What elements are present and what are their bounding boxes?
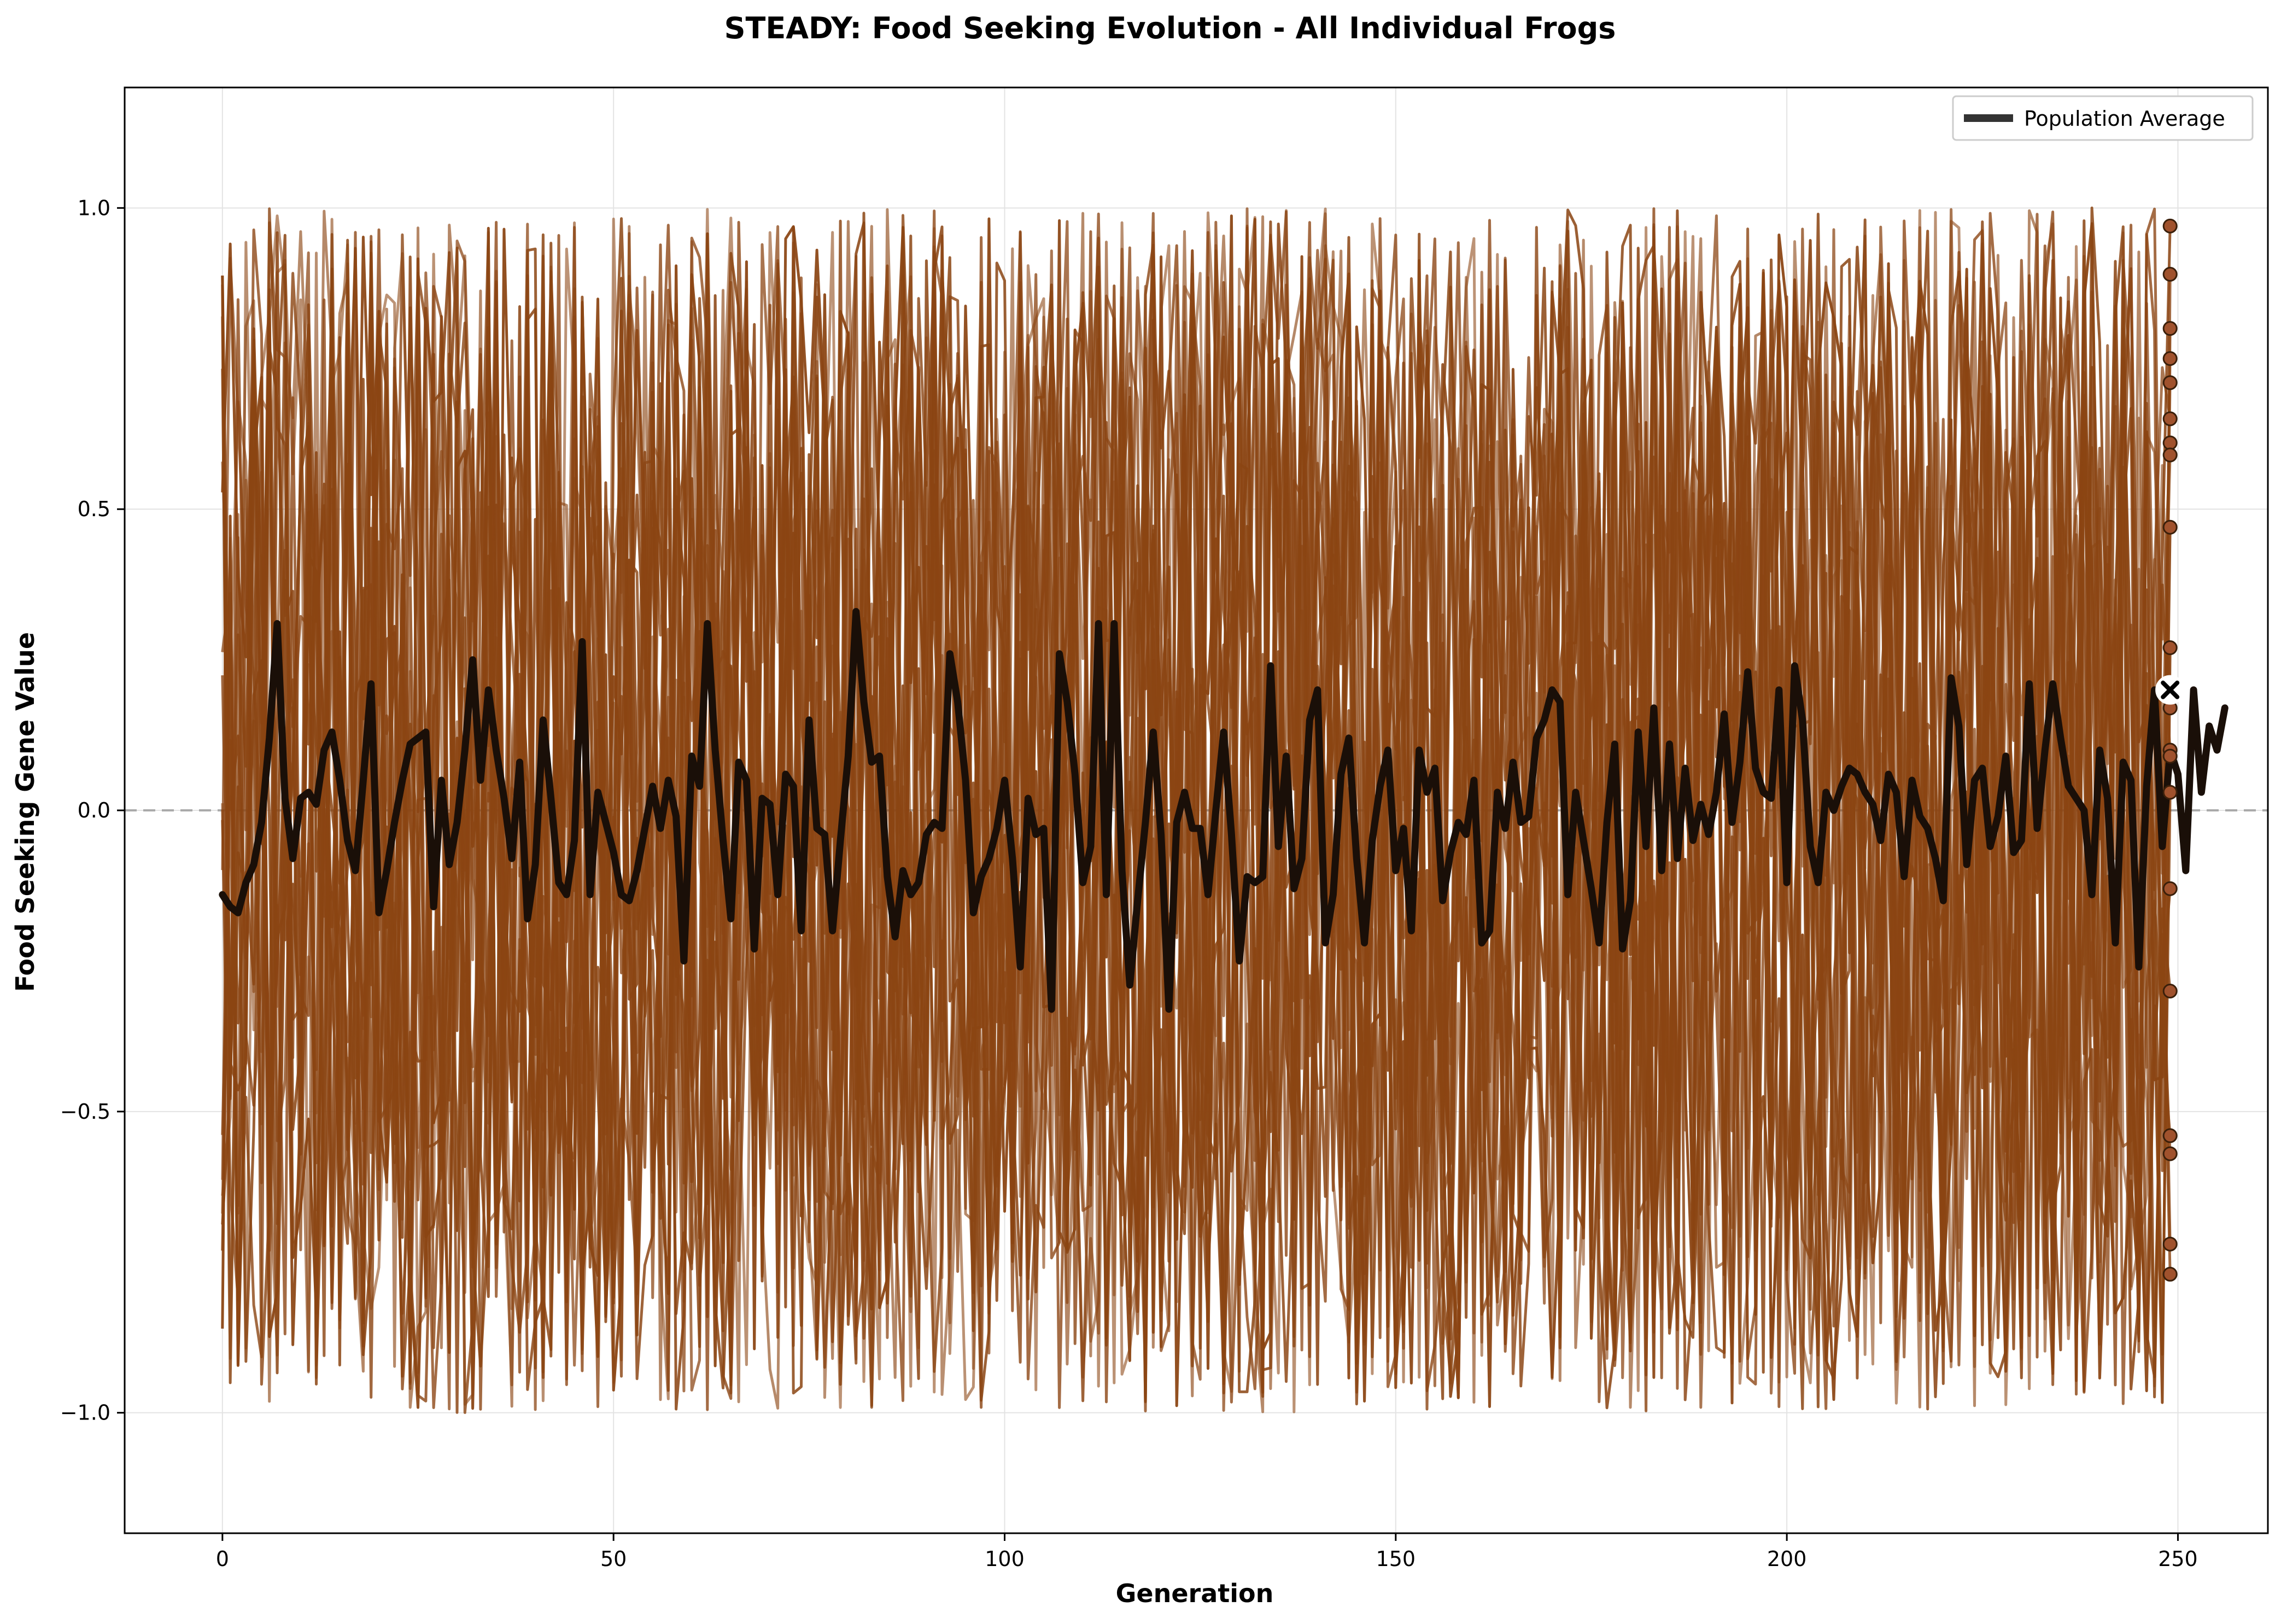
- frog-final-point: [2162, 1266, 2178, 1282]
- chart-title: STEADY: Food Seeking Evolution - All Ind…: [724, 11, 1616, 45]
- frog-final-point: [2162, 1146, 2178, 1161]
- frog-final-point: [2162, 1236, 2178, 1252]
- frog-final-point: [2162, 321, 2178, 336]
- x-tick-label: 150: [1376, 1547, 1416, 1571]
- y-tick-label: −1.0: [60, 1401, 110, 1425]
- final-value-markers: [2162, 218, 2178, 1282]
- frog-final-point: [2162, 984, 2178, 998]
- y-tick-label: 0.5: [78, 497, 110, 521]
- x-axis: 0 50 100 150 200 250: [216, 1533, 2198, 1571]
- frog-line: [221, 214, 2172, 1414]
- population-average-final-marker: [2155, 675, 2185, 705]
- x-tick-label: 100: [985, 1547, 1025, 1571]
- frog-final-point: [2162, 218, 2178, 233]
- individual-frog-lines: [221, 206, 2172, 1414]
- y-axis-title: Food Seeking Gene Value: [10, 632, 40, 992]
- x-axis-title: Generation: [1116, 1579, 1274, 1608]
- plot-area: [124, 86, 2269, 1534]
- frog-final-point: [2162, 749, 2178, 764]
- frog-final-point: [2162, 881, 2178, 896]
- frog-final-point: [2162, 351, 2178, 366]
- x-tick-label: 200: [1767, 1547, 1807, 1571]
- series-line-population-average: [219, 607, 2229, 1013]
- y-tick-label: −0.5: [60, 1100, 110, 1124]
- x-tick-label: 50: [600, 1547, 627, 1571]
- frog-final-point: [2162, 447, 2178, 463]
- frog-final-point: [2162, 640, 2178, 656]
- frog-final-point: [2162, 411, 2178, 427]
- legend-label-population-average: Population Average: [2024, 107, 2225, 131]
- frog-final-point: [2162, 785, 2178, 800]
- frog-final-point: [2162, 519, 2178, 535]
- frog-final-point: [2162, 375, 2178, 390]
- frog-line: [221, 207, 2172, 1411]
- x-tick-label: 250: [2158, 1547, 2198, 1571]
- y-tick-label: 0.0: [78, 798, 110, 822]
- legend: Population Average: [1952, 95, 2254, 141]
- frog-final-point: [2162, 435, 2178, 451]
- frog-final-point: [2162, 1128, 2178, 1143]
- average-marker-x: [2161, 680, 2180, 699]
- y-tick-label: 1.0: [78, 196, 110, 220]
- x-tick-label: 0: [216, 1547, 229, 1571]
- y-axis: −1.0 −0.5 0.0 0.5 1.0: [60, 196, 125, 1425]
- legend-box: [1952, 95, 2254, 141]
- frog-final-point: [2162, 267, 2178, 282]
